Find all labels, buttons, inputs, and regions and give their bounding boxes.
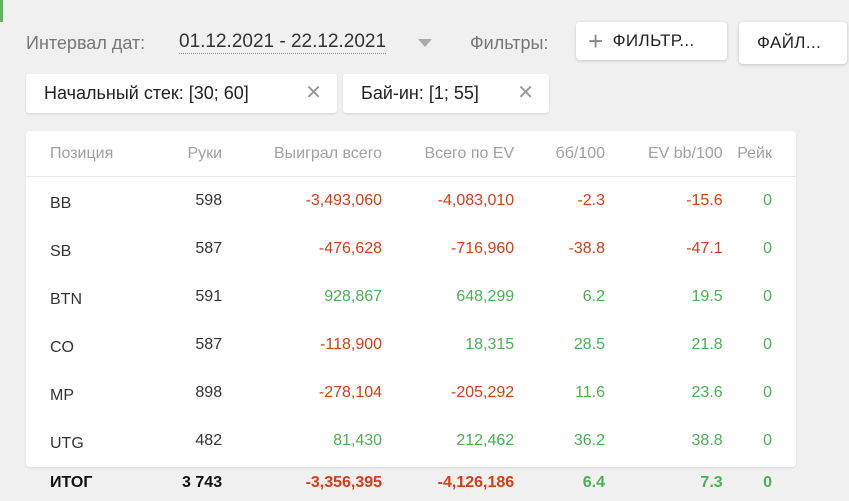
filter-chip-buy-in: Бай-ин: [1; 55] ✕ (343, 74, 549, 113)
column-header-bb100[interactable]: бб/100 (514, 131, 606, 177)
cell-rake: 0 (763, 432, 772, 449)
cell-ev-total: -205,292 (451, 384, 515, 401)
column-header-won-total[interactable]: Выиграл всего (222, 131, 383, 177)
cell-position: ИТОГ (50, 474, 93, 491)
cell-rake: 0 (763, 240, 772, 257)
add-filter-label: ФИЛЬТР... (612, 31, 695, 50)
cell-hands: 587 (195, 240, 223, 257)
cell-won-total: -476,628 (318, 240, 383, 257)
cell-ev-bb100: 38.8 (691, 432, 723, 449)
table-row[interactable]: BTN 591 928,867 648,299 6.2 19.5 0 (26, 273, 796, 321)
cell-rake: 0 (763, 288, 772, 305)
cell-won-total: -3,493,060 (305, 192, 383, 209)
file-button[interactable]: ФАЙЛ... (739, 22, 847, 64)
cell-ev-bb100: 19.5 (691, 288, 723, 305)
date-interval-label: Интервал дат: (26, 33, 146, 53)
cell-ev-total: 648,299 (456, 288, 515, 305)
cell-hands: 591 (195, 288, 223, 305)
cell-ev-total: -716,960 (451, 240, 515, 257)
column-header-ev-bb100[interactable]: EV bb/100 (605, 131, 723, 177)
cell-ev-total: -4,126,186 (437, 474, 515, 491)
cell-position: MP (50, 387, 74, 404)
cell-hands: 587 (195, 336, 223, 353)
cell-ev-bb100: 7.3 (700, 474, 723, 491)
chevron-down-icon[interactable] (418, 39, 432, 47)
top-bar: Интервал дат: 01.12.2021 - 22.12.2021 Фи… (0, 22, 849, 64)
cell-hands: 482 (195, 432, 223, 449)
cell-bb100: 36.2 (573, 432, 606, 449)
cell-hands: 598 (195, 192, 223, 209)
cell-rake: 0 (763, 474, 772, 491)
date-range-value: 01.12.2021 - 22.12.2021 (179, 31, 387, 54)
add-filter-button[interactable]: + ФИЛЬТР... (576, 22, 727, 60)
cell-hands: 898 (195, 384, 223, 401)
cell-ev-bb100: -47.1 (686, 240, 723, 257)
table-row[interactable]: MP 898 -278,104 -205,292 11.6 23.6 0 (26, 369, 796, 417)
cell-bb100: 11.6 (575, 384, 606, 401)
cell-bb100: -38.8 (568, 240, 606, 257)
cell-position: SB (50, 243, 72, 260)
date-range-picker[interactable]: 01.12.2021 - 22.12.2021 (179, 31, 387, 54)
cell-rake: 0 (763, 192, 772, 209)
close-icon[interactable]: ✕ (305, 82, 322, 104)
cell-ev-total: -4,083,010 (437, 192, 515, 209)
cell-won-total: -278,104 (318, 384, 383, 401)
accent-edge (0, 0, 3, 22)
cell-won-total: -118,900 (320, 336, 383, 353)
filter-chip-label: Бай-ин: [1; 55] (361, 83, 479, 103)
position-stats-table: Позиция Руки Выиграл всего Всего по EV б… (26, 131, 796, 501)
cell-won-total: -3,356,395 (305, 474, 383, 491)
table-row[interactable]: CO 587 -118,900 18,315 28.5 21.8 0 (26, 321, 796, 369)
cell-won-total: 81,430 (333, 432, 383, 449)
table-header-row: Позиция Руки Выиграл всего Всего по EV б… (26, 131, 796, 177)
cell-bb100: -2.3 (577, 192, 606, 209)
table-row[interactable]: BB 598 -3,493,060 -4,083,010 -2.3 -15.6 0 (26, 177, 796, 226)
cell-ev-total: 18,315 (465, 336, 515, 353)
column-header-hands[interactable]: Руки (160, 131, 223, 177)
cell-rake: 0 (763, 384, 772, 401)
plus-icon: + (588, 26, 604, 56)
cell-position: BTN (50, 291, 82, 308)
cell-position: CO (50, 339, 74, 356)
cell-bb100: 6.2 (582, 288, 606, 305)
filters-label: Фильтры: (470, 33, 549, 53)
stats-table-card: Позиция Руки Выиграл всего Всего по EV б… (26, 131, 796, 491)
column-header-position[interactable]: Позиция (26, 131, 161, 177)
column-header-rake[interactable]: Рейк (722, 131, 796, 177)
cell-bb100: 6.4 (582, 474, 606, 491)
cell-ev-bb100: 23.6 (691, 384, 723, 401)
cell-won-total: 928,867 (324, 288, 383, 305)
cell-ev-bb100: 21.8 (691, 336, 723, 353)
table-row[interactable]: SB 587 -476,628 -716,960 -38.8 -47.1 0 (26, 225, 796, 273)
cell-position: BB (50, 195, 72, 212)
cell-hands: 3 743 (182, 474, 223, 491)
cell-rake: 0 (763, 336, 772, 353)
filter-chip-label: Начальный стек: [30; 60] (44, 83, 249, 103)
filter-chip-starting-stack: Начальный стек: [30; 60] ✕ (26, 74, 337, 113)
cell-ev-total: 212,462 (456, 432, 515, 449)
cell-ev-bb100: -15.6 (686, 192, 723, 209)
column-header-ev-total[interactable]: Всего по EV (382, 131, 515, 177)
file-button-label: ФАЙЛ... (757, 33, 822, 52)
table-total-row[interactable]: ИТОГ 3 743 -3,356,395 -4,126,186 6.4 7.3 0 (26, 465, 796, 501)
cell-position: UTG (50, 435, 84, 452)
close-icon[interactable]: ✕ (517, 82, 534, 104)
table-row[interactable]: UTG 482 81,430 212,462 36.2 38.8 0 (26, 417, 796, 465)
cell-bb100: 28.5 (573, 336, 606, 353)
